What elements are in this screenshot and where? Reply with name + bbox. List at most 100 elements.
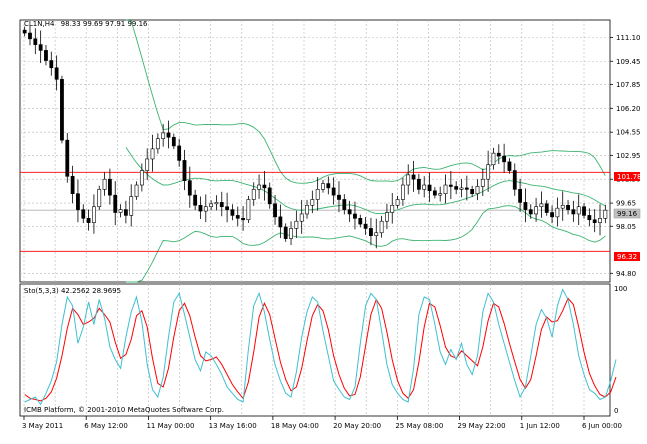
candle-body bbox=[331, 187, 336, 196]
candle bbox=[353, 201, 357, 230]
candle bbox=[60, 75, 64, 144]
candle bbox=[502, 143, 507, 173]
price-axis[interactable]: 111.10 109.45 107.85 106.20 104.55 102.95 101.… bbox=[610, 34, 641, 278]
candle-body bbox=[171, 136, 176, 147]
stochastic-label: Sto(5,3,3) 42.2562 28.9695 bbox=[24, 287, 121, 295]
chart-header: CL1N,H4 98.33 99.69 97.91 99.16 bbox=[24, 20, 148, 28]
candle bbox=[150, 134, 155, 172]
candle bbox=[598, 204, 602, 236]
stochastic-lines bbox=[24, 288, 617, 406]
candle bbox=[182, 149, 187, 191]
candle-body bbox=[97, 189, 102, 208]
price-tick-label: 111.10 bbox=[616, 34, 641, 42]
candle bbox=[416, 173, 421, 195]
price-tick-label: 98.05 bbox=[616, 223, 636, 231]
candle-body bbox=[54, 67, 59, 80]
candle bbox=[432, 187, 437, 199]
candle bbox=[422, 176, 427, 198]
candle-body bbox=[369, 228, 373, 236]
candle-body bbox=[214, 202, 219, 205]
candle bbox=[528, 204, 533, 219]
candle-body bbox=[576, 206, 581, 215]
candle-body bbox=[443, 184, 448, 195]
candle bbox=[139, 163, 144, 192]
candle bbox=[65, 133, 70, 183]
candle bbox=[171, 133, 176, 150]
candle bbox=[283, 223, 288, 242]
candle bbox=[480, 168, 485, 196]
svg-text:101.78: 101.78 bbox=[617, 173, 642, 181]
candle-body bbox=[395, 199, 400, 206]
lower-level-tag: 96.32 bbox=[614, 252, 640, 261]
candle-body bbox=[44, 50, 48, 61]
price-tick-label: 106.20 bbox=[616, 105, 641, 113]
candle-body bbox=[123, 209, 128, 216]
candle bbox=[587, 208, 592, 227]
bollinger-middle bbox=[125, 146, 606, 215]
candle bbox=[76, 179, 80, 223]
candle-body bbox=[225, 206, 230, 210]
ohlc-values: 98.33 99.69 97.91 99.16 bbox=[61, 20, 148, 28]
price-tick-label: 107.85 bbox=[616, 81, 641, 89]
candle-body bbox=[480, 178, 485, 187]
candle-body bbox=[193, 194, 198, 206]
candle bbox=[411, 160, 416, 192]
candle bbox=[70, 165, 75, 204]
time-tick-label: 13 May 16:00 bbox=[209, 422, 257, 430]
candle bbox=[571, 200, 576, 222]
candle bbox=[576, 194, 581, 226]
candle bbox=[225, 192, 230, 223]
candle bbox=[49, 51, 54, 76]
candle bbox=[555, 197, 560, 227]
candle-body bbox=[491, 152, 496, 166]
candle-body bbox=[363, 223, 368, 229]
candle bbox=[512, 163, 517, 196]
candle-body bbox=[113, 194, 118, 213]
candle-body bbox=[438, 193, 443, 196]
price-tick-label: 104.55 bbox=[616, 129, 641, 137]
candle-body bbox=[464, 187, 469, 190]
candle-body bbox=[129, 196, 134, 216]
candle bbox=[161, 124, 166, 147]
price-tick-label: 102.95 bbox=[616, 152, 641, 160]
time-tick-label: 20 May 20:00 bbox=[333, 422, 381, 430]
candle-body bbox=[294, 220, 299, 229]
candlesticks[interactable] bbox=[22, 25, 608, 249]
grid bbox=[20, 20, 610, 416]
candle-body bbox=[219, 202, 224, 208]
candle bbox=[44, 45, 48, 66]
candle-body bbox=[342, 199, 347, 210]
candle bbox=[566, 199, 570, 215]
candle-body bbox=[454, 186, 459, 190]
time-axis[interactable]: 3 May 2011 6 May 12:00 11 May 00:00 13 May … bbox=[22, 416, 622, 430]
candle bbox=[193, 189, 198, 211]
candle-body bbox=[283, 226, 288, 239]
candle bbox=[294, 210, 299, 238]
candle-body bbox=[448, 184, 453, 187]
candle bbox=[54, 55, 59, 91]
candle-body bbox=[422, 184, 427, 190]
candle bbox=[299, 199, 304, 234]
candle-body bbox=[86, 218, 91, 223]
candle bbox=[102, 172, 107, 196]
candle-body bbox=[379, 220, 384, 234]
upper-level-tag: 101.78 bbox=[614, 172, 642, 181]
candle-body bbox=[347, 209, 352, 215]
candle bbox=[203, 194, 208, 223]
candle-body bbox=[416, 178, 421, 190]
candle-body bbox=[566, 204, 570, 210]
copyright-text: ICMB Platform, © 2001-2010 MetaQuotes So… bbox=[24, 406, 224, 414]
candle-body bbox=[262, 184, 267, 189]
candle bbox=[235, 206, 240, 227]
candle bbox=[464, 175, 469, 201]
candle-body bbox=[598, 218, 602, 223]
candle-body bbox=[523, 202, 528, 210]
candle-body bbox=[150, 148, 155, 160]
price-tick-label: 94.80 bbox=[616, 270, 636, 278]
candle bbox=[592, 209, 597, 233]
candle bbox=[331, 177, 336, 205]
svg-text:99.16: 99.16 bbox=[617, 210, 638, 218]
price-tick-label: 99.65 bbox=[616, 200, 636, 208]
candle bbox=[603, 204, 608, 224]
